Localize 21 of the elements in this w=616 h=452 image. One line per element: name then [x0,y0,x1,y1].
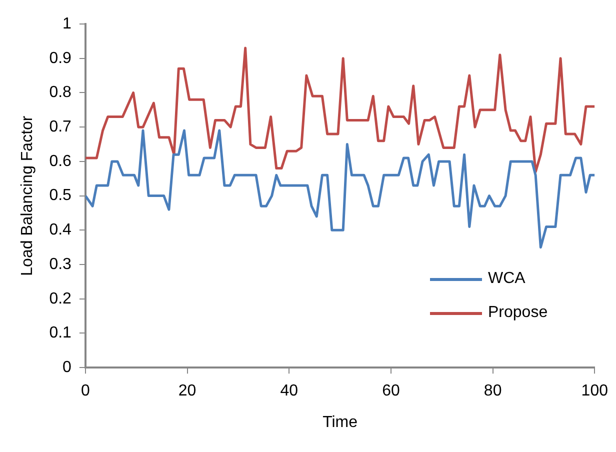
y-axis-title: Load Balancing Factor [19,115,36,276]
y-tick-label: 1 [62,15,72,32]
y-tick-label: 0 [62,359,72,376]
legend-label: WCA [488,270,526,288]
y-tick-label: 0.1 [49,324,72,342]
x-axis-title: Time [322,414,358,431]
x-tick-label: 40 [280,382,298,400]
x-tick-label: 20 [178,382,196,400]
x-tick-label: 60 [382,382,400,400]
y-tick-label: 0.3 [49,256,72,273]
y-tick-label: 0.7 [49,118,72,136]
x-tick-label: 0 [80,382,90,400]
x-tick-label: 100 [581,382,608,400]
y-tick-label: 0.2 [49,290,72,308]
y-tick-label: 0.9 [49,50,72,67]
y-tick-label: 0.4 [49,222,72,239]
y-tick-label: 0.5 [49,187,72,204]
legend-label: Propose [488,304,548,322]
x-tick-label: 80 [484,382,502,400]
y-tick-label: 0.8 [49,84,72,102]
y-tick-label: 0.6 [49,152,72,170]
